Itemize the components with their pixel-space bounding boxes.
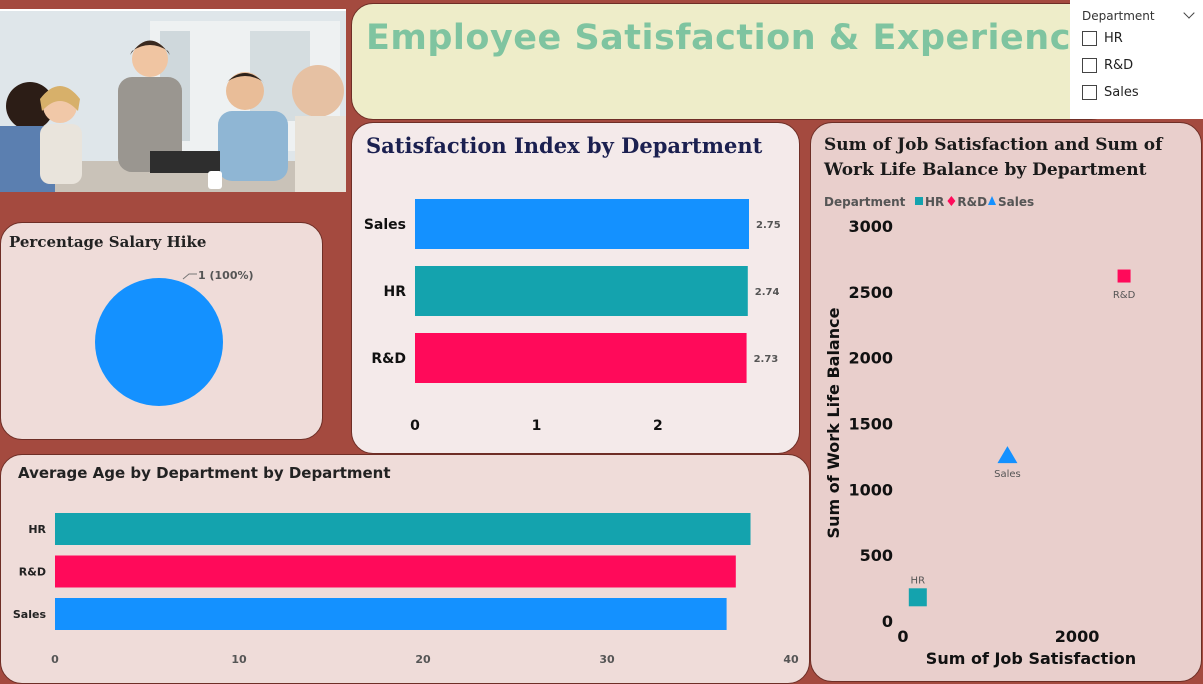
point-label: HR: [911, 575, 926, 586]
leader-line: [182, 273, 197, 280]
age-bar[interactable]: [55, 513, 751, 545]
chevron-down-icon[interactable]: [1183, 7, 1195, 19]
legend-title: Department: [824, 195, 906, 209]
slicer-option-rd[interactable]: R&D: [1082, 58, 1133, 73]
satisfaction-chart-title: Satisfaction Index by Department: [366, 133, 763, 158]
team-photo: [0, 9, 346, 192]
y-tick-label: 3000: [848, 217, 893, 236]
legend-marker: [947, 196, 956, 206]
data-label: 2.75: [756, 220, 781, 231]
x-tick-label: 0: [410, 418, 420, 434]
point-label: R&D: [1113, 290, 1136, 301]
x-tick-label: 2000: [1055, 627, 1100, 646]
legend-label: Sales: [998, 195, 1034, 209]
slicer-option-sales[interactable]: Sales: [1082, 85, 1139, 100]
y-tick-label: 500: [860, 546, 893, 565]
x-tick-label: 40: [783, 653, 799, 666]
age-chart-title: Average Age by Department by Department: [18, 464, 391, 482]
legend-label: R&D: [957, 195, 987, 209]
slice-label: 1 (100%): [198, 269, 254, 282]
age-bar[interactable]: [55, 555, 736, 588]
x-tick-label: 20: [415, 653, 431, 666]
dashboard-title: Employee Satisfaction & Experience: [366, 18, 1096, 58]
slicer-option-label: R&D: [1104, 58, 1134, 73]
y-tick-label: 2500: [848, 283, 893, 302]
category-label: Sales: [364, 217, 406, 233]
average-age-bar-chart: HR R&D Sales 0 10 20 30 40: [13, 513, 799, 666]
legend-label: HR: [925, 195, 944, 209]
data-label: 2.74: [755, 287, 780, 298]
legend-marker: [988, 196, 996, 205]
y-axis-title: Sum of Work Life Balance: [824, 307, 843, 538]
satisfaction-bar[interactable]: [415, 333, 747, 383]
average-age-card: Average Age by Department by Department …: [0, 454, 810, 684]
x-tick-label: 1: [532, 418, 542, 434]
x-tick-label: 0: [897, 627, 908, 646]
satisfaction-index-card: Satisfaction Index by Department Sales 2.…: [351, 122, 800, 454]
y-tick-label: 2000: [848, 349, 893, 368]
x-tick-label: 10: [231, 653, 247, 666]
job-wlb-card: Sum of Job Satisfaction and Sum of Work …: [810, 122, 1202, 682]
x-tick-label: 0: [51, 653, 59, 666]
slicer-option-label: Sales: [1104, 85, 1139, 100]
scatter-point[interactable]: [908, 588, 927, 607]
slicer-option-hr[interactable]: HR: [1082, 31, 1123, 46]
satisfaction-bar[interactable]: [415, 266, 748, 316]
slicer-title: Department: [1082, 9, 1155, 23]
y-tick-label: 1000: [848, 480, 893, 499]
x-axis-title: Sum of Job Satisfaction: [926, 649, 1136, 668]
pie-slice[interactable]: [95, 278, 223, 406]
checkbox-icon[interactable]: [1082, 85, 1097, 100]
scatter-point[interactable]: [997, 446, 1018, 464]
checkbox-icon[interactable]: [1082, 31, 1097, 46]
scatter-chart-title: Sum of Job Satisfaction and Sum of Work …: [824, 135, 1163, 180]
category-label: HR: [28, 523, 46, 536]
category-label: R&D: [371, 351, 406, 367]
category-label: Sales: [13, 608, 47, 621]
satisfaction-bar[interactable]: [415, 199, 749, 249]
age-bar[interactable]: [55, 598, 727, 630]
scatter-point[interactable]: [1117, 269, 1131, 283]
checkbox-icon[interactable]: [1082, 58, 1097, 73]
satisfaction-bar-chart: Sales 2.75 HR 2.74 R&D 2.73 0 1 2: [364, 199, 781, 434]
category-label: HR: [384, 284, 407, 300]
x-tick-label: 2: [653, 418, 663, 434]
slicer-option-label: HR: [1104, 31, 1123, 46]
point-label: Sales: [994, 469, 1021, 480]
y-tick-label: 1500: [848, 415, 893, 434]
scatter-chart: Department HR R&D Sales 0 500 1000 1500 2000 2500…: [824, 195, 1136, 668]
department-slicer[interactable]: Department HR R&D Sales: [1070, 0, 1203, 119]
pie-title: Percentage Salary Hike: [9, 233, 207, 251]
x-tick-label: 30: [599, 653, 615, 666]
title-card: Employee Satisfaction & Experience: [351, 3, 1113, 120]
legend-marker: [915, 197, 923, 205]
salary-hike-card: Percentage Salary Hike 1 (100%): [0, 222, 323, 440]
category-label: R&D: [19, 566, 46, 579]
pie-chart: 1 (100%): [95, 269, 254, 406]
y-tick-label: 0: [882, 612, 893, 631]
data-label: 2.73: [754, 354, 779, 365]
team-photo-illustration: [0, 11, 346, 192]
